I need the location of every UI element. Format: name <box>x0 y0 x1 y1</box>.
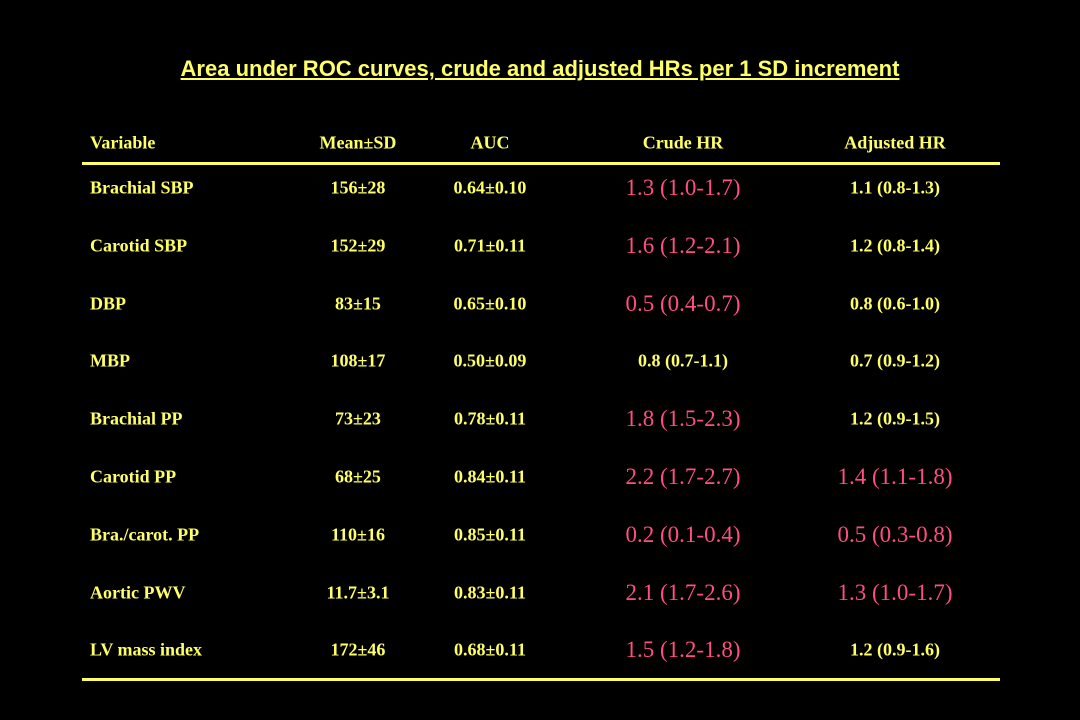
table-cell: 0.5 (0.3-0.8) <box>837 521 953 547</box>
table-cell: 0.78±0.11 <box>454 408 526 429</box>
table-cell: Carotid SBP <box>90 235 188 256</box>
table-cell: 11.7±3.1 <box>326 582 390 603</box>
table-cell: 0.7 (0.9-1.2) <box>850 350 940 371</box>
table-cell: 0.84±0.11 <box>454 466 526 487</box>
table-cell: 1.1 (0.8-1.3) <box>850 177 940 198</box>
table-cell: 2.1 (1.7-2.6) <box>625 579 741 605</box>
table-cell: 83±15 <box>335 293 381 314</box>
table-cell: 0.50±0.09 <box>453 350 527 371</box>
table-cell: 73±23 <box>335 408 381 429</box>
table-cell: Brachial SBP <box>90 177 194 198</box>
table-cell: 0.8 (0.7-1.1) <box>638 350 728 371</box>
table-cell: DBP <box>90 293 126 314</box>
table-cell: 0.85±0.11 <box>454 524 526 545</box>
table-cell: 0.71±0.11 <box>454 235 526 256</box>
table-cell: Aortic PWV <box>90 582 186 603</box>
table-cell: MBP <box>90 350 130 371</box>
table-cell: 108±17 <box>330 350 386 371</box>
column-header: Crude HR <box>642 132 724 153</box>
table-cell: 2.2 (1.7-2.7) <box>625 464 741 489</box>
table-cell: Brachial PP <box>90 408 183 429</box>
table-cell: 1.2 (0.9-1.6) <box>850 639 940 660</box>
table-cell: 1.4 (1.1-1.8) <box>837 464 953 489</box>
table-cell: 0.65±0.10 <box>453 293 527 314</box>
table-cell: 152±29 <box>330 235 386 256</box>
column-header: AUC <box>470 132 510 153</box>
table-cell: 1.3 (1.0-1.7) <box>625 175 741 200</box>
column-header: Mean±SD <box>319 132 397 153</box>
table-cell: Bra./carot. PP <box>90 524 200 545</box>
table-cell: 0.5 (0.4-0.7) <box>625 290 741 316</box>
table-cell: 0.2 (0.1-0.4) <box>625 521 741 547</box>
table-cell: 1.2 (0.9-1.5) <box>850 408 940 429</box>
table-cell: 0.68±0.11 <box>454 639 526 660</box>
table-cell: 156±28 <box>330 177 386 198</box>
table-cell: 110±16 <box>331 524 385 545</box>
table-cell: Carotid PP <box>90 466 177 487</box>
table-cell: 1.5 (1.2-1.8) <box>625 637 741 663</box>
table-cell: LV mass index <box>90 639 203 660</box>
table-cell: 0.8 (0.6-1.0) <box>850 293 940 314</box>
header-rule <box>82 162 1000 165</box>
table-cell: 172±46 <box>330 639 386 660</box>
table-cell: 0.83±0.11 <box>454 582 526 603</box>
column-header: Adjusted HR <box>844 132 946 153</box>
column-header: Variable <box>90 132 156 153</box>
title: Area under ROC curves, crude and adjuste… <box>180 56 900 81</box>
bottom-rule <box>82 678 1000 681</box>
table-cell: 1.3 (1.0-1.7) <box>837 579 953 605</box>
table-cell: 1.6 (1.2-2.1) <box>625 232 741 258</box>
table-cell: 1.2 (0.8-1.4) <box>850 235 940 256</box>
table-cell: 68±25 <box>335 466 381 487</box>
table-cell: 0.64±0.10 <box>453 177 527 198</box>
table-cell: 1.8 (1.5-2.3) <box>625 406 741 432</box>
